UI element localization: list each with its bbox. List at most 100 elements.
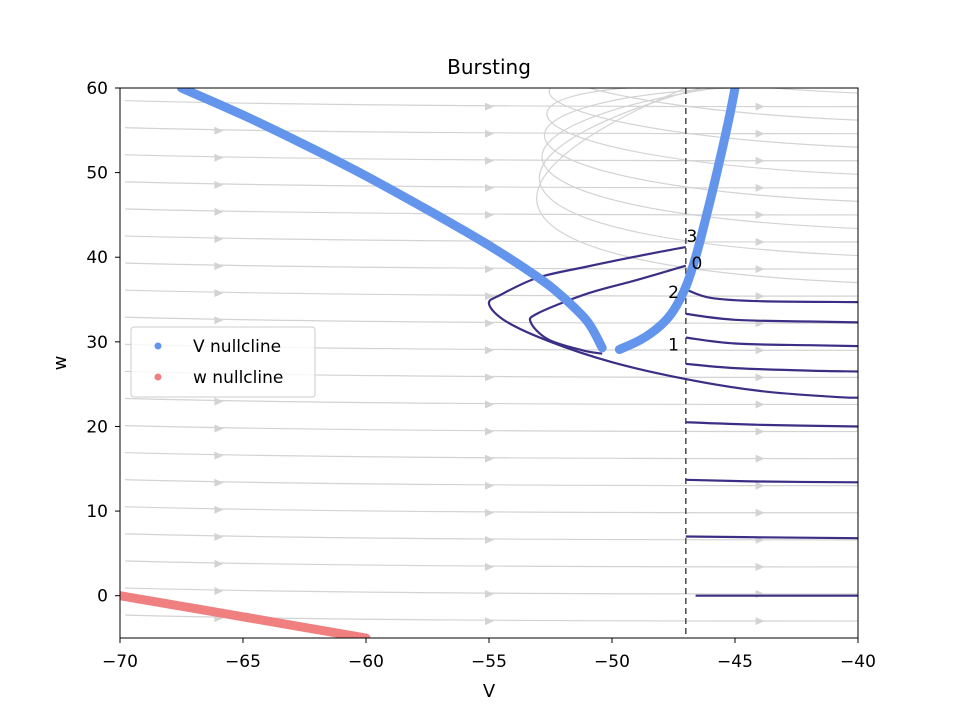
trajectory-annotation: 1 (668, 335, 679, 355)
streamline-arrow (755, 617, 765, 626)
streamline-arrow (485, 183, 494, 192)
streamline-arrow (485, 454, 494, 463)
trajectory-line (685, 288, 858, 304)
streamline-arrow (485, 210, 494, 219)
trajectory-annotation: 2 (668, 283, 679, 303)
streamline-arrow (755, 373, 765, 382)
trajectory-line (685, 336, 858, 348)
trajectory-line (685, 312, 858, 324)
streamline-arrow (485, 129, 494, 138)
y-axis-label: w (50, 356, 71, 371)
x-axis-ticks: −70 −65 −60 −55 −50 −45 −40 (102, 638, 876, 672)
trajectory-line (487, 246, 858, 399)
x-tick-label: −70 (102, 652, 138, 672)
streamline-arrow (485, 562, 494, 571)
streamline-arrow (214, 262, 224, 271)
streamline (124, 289, 858, 297)
streamline (124, 587, 858, 595)
series-layer (120, 88, 858, 638)
streamline-arrow (755, 129, 765, 138)
streamline-arrow (485, 427, 494, 436)
streamline-arrow (214, 397, 224, 406)
streamline-arrow (214, 289, 224, 298)
x-axis-label: V (483, 681, 496, 702)
streamline-return (546, 88, 858, 175)
x-tick-label: −50 (594, 652, 630, 672)
x-tick-label: −65 (225, 652, 261, 672)
streamline-arrow (485, 617, 494, 626)
streamline-arrow (755, 508, 765, 517)
streamline-return (538, 88, 858, 257)
streamline-arrow (214, 451, 224, 460)
streamline-arrow (485, 481, 494, 490)
streamline-arrow (485, 373, 494, 382)
streamline-return (536, 88, 858, 284)
y-tick-label: 50 (86, 164, 108, 184)
streamline (124, 262, 858, 270)
streamline (124, 208, 858, 216)
streamline-arrow (214, 207, 224, 216)
streamline-arrow (485, 508, 494, 517)
legend-marker-v-nullcline (154, 342, 162, 350)
streamline-arrow (755, 562, 765, 571)
y-tick-label: 20 (86, 417, 108, 437)
streamline (124, 533, 858, 541)
streamline-return (541, 88, 858, 230)
x-tick-label: −45 (717, 652, 753, 672)
streamline-arrow (485, 265, 494, 274)
streamline (124, 181, 858, 189)
y-tick-label: 30 (86, 333, 108, 353)
streamline-arrow (485, 535, 494, 544)
x-tick-label: −55 (471, 652, 507, 672)
v-nullcline-curve (177, 88, 607, 353)
streamline-arrow (485, 292, 494, 301)
streamline-arrow (755, 265, 765, 274)
legend-box (130, 326, 316, 398)
x-tick-label: −40 (840, 652, 876, 672)
y-tick-label: 0 (97, 587, 108, 607)
chart-title: Bursting (447, 55, 531, 79)
streamline-arrow (755, 210, 765, 219)
streamline-arrow (214, 478, 224, 487)
streamline-arrow (755, 156, 765, 165)
streamline-arrow (214, 316, 224, 325)
y-axis-ticks: 0 10 20 30 40 50 60 (86, 79, 120, 607)
annotations: 3 02 1 (668, 227, 702, 355)
trajectory-line (685, 535, 858, 540)
streamline-arrow (755, 183, 765, 192)
streamline-arrow (485, 102, 494, 111)
streamline-arrow (755, 238, 765, 246)
streamline-arrow (755, 454, 765, 463)
streamline (124, 316, 858, 324)
streamlines (124, 88, 858, 626)
streamline-arrow (214, 153, 224, 162)
streamline-arrow (214, 180, 224, 189)
streamline-return (802, 88, 804, 89)
streamline-arrow (214, 505, 224, 514)
streamline-return (587, 88, 858, 121)
trajectory-annotation: 0 (691, 254, 702, 274)
streamline-arrow (485, 346, 494, 355)
legend-marker-w-nullcline (154, 373, 162, 381)
streamline (124, 235, 858, 243)
trajectory-annotation: 3 (687, 227, 698, 247)
trajectory-line (685, 421, 858, 428)
streamline-arrow (755, 346, 765, 355)
streamline-arrow (485, 156, 494, 165)
streamline-arrow (485, 319, 494, 328)
streamline-arrow (755, 102, 765, 111)
streamline (124, 479, 858, 487)
streamline-arrow (485, 400, 494, 409)
streamline (124, 560, 858, 568)
streamline (124, 614, 858, 622)
streamline-arrow (214, 235, 224, 243)
streamline (124, 397, 858, 406)
streamline-arrow (755, 292, 765, 301)
y-tick-label: 60 (86, 79, 108, 99)
trajectory-line (528, 264, 687, 355)
streamline-arrow (214, 126, 224, 135)
streamline-return (766, 88, 858, 94)
streamline-arrow (214, 424, 224, 433)
streamline-arrow (214, 532, 224, 541)
